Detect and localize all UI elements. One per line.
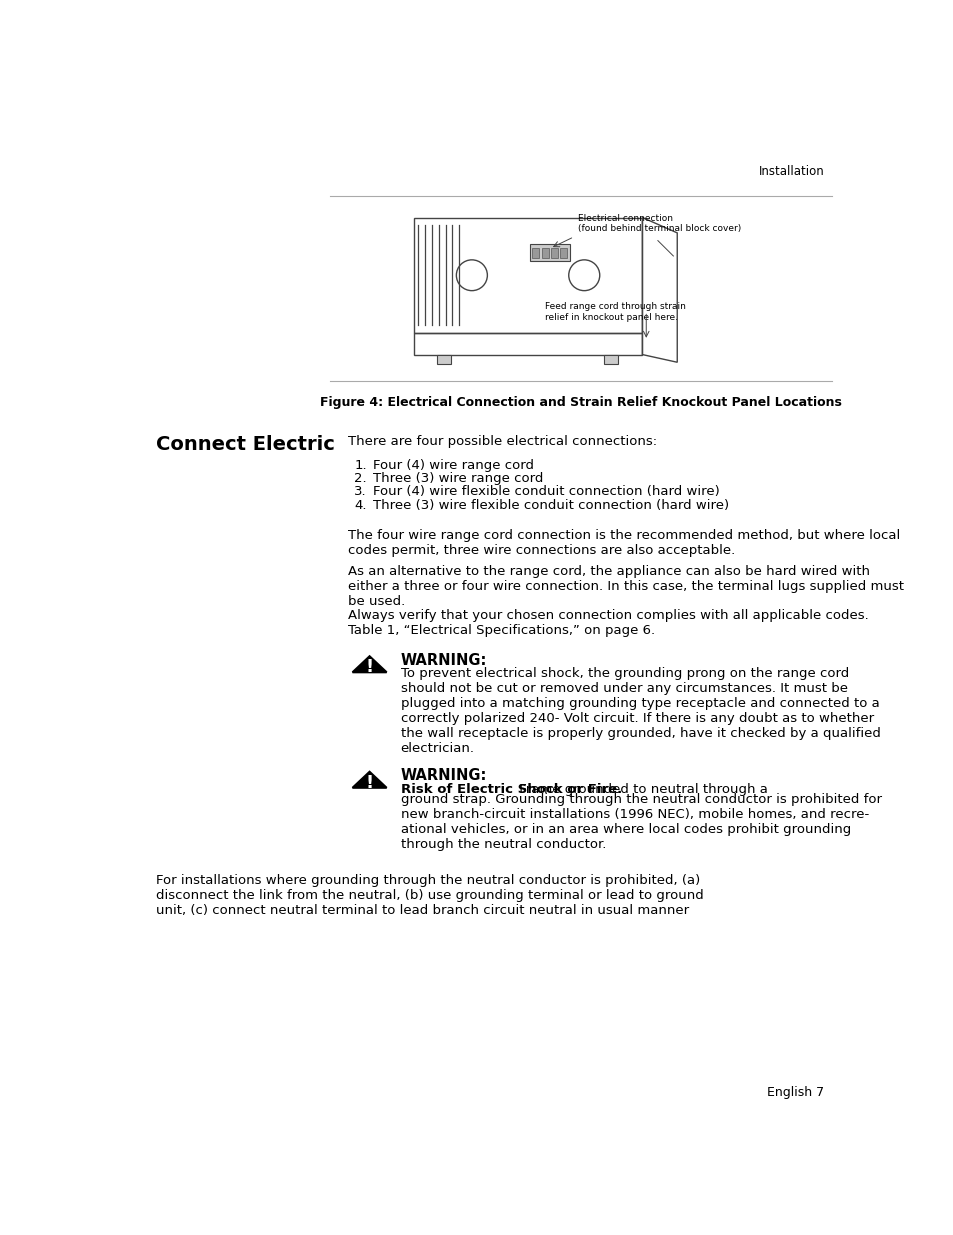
Text: Three (3) wire flexible conduit connection (hard wire): Three (3) wire flexible conduit connecti… (373, 499, 728, 511)
Polygon shape (353, 772, 386, 788)
Text: Risk of Electric Shock or Fire.: Risk of Electric Shock or Fire. (400, 783, 621, 795)
Text: Three (3) wire range cord: Three (3) wire range cord (373, 472, 542, 485)
Text: The four wire range cord connection is the recommended method, but where local
c: The four wire range cord connection is t… (348, 529, 900, 557)
Bar (414, 333, 641, 354)
Bar (603, 354, 617, 364)
Text: Four (4) wire flexible conduit connection (hard wire): Four (4) wire flexible conduit connectio… (373, 485, 719, 499)
Text: WARNING:: WARNING: (400, 652, 486, 668)
Bar (436, 354, 451, 364)
Text: There are four possible electrical connections:: There are four possible electrical conne… (348, 435, 657, 447)
Text: To prevent electrical shock, the grounding prong on the range cord
should not be: To prevent electrical shock, the groundi… (400, 667, 880, 755)
Bar (550, 247, 558, 258)
Bar (559, 247, 567, 258)
Text: Frame grounded to neutral through a: Frame grounded to neutral through a (515, 783, 767, 795)
Text: English 7: English 7 (766, 1086, 823, 1099)
Text: Always verify that your chosen connection complies with all applicable codes.
Ta: Always verify that your chosen connectio… (348, 609, 868, 637)
Text: Feed range cord through strain
relief in knockout panel here.: Feed range cord through strain relief in… (545, 303, 685, 321)
Text: WARNING:: WARNING: (400, 768, 486, 783)
Text: For installations where grounding through the neutral conductor is prohibited, (: For installations where grounding throug… (155, 874, 702, 918)
Bar (541, 247, 548, 258)
Text: Four (4) wire range cord: Four (4) wire range cord (373, 459, 533, 472)
Text: !: ! (365, 658, 374, 676)
Text: Connect Electric: Connect Electric (155, 435, 335, 453)
Text: 1.: 1. (354, 459, 366, 472)
Text: Electrical connection
(found behind terminal block cover): Electrical connection (found behind term… (578, 214, 740, 233)
Text: ground strap. Grounding through the neutral conductor is prohibited for
new bran: ground strap. Grounding through the neut… (400, 793, 881, 851)
Text: Figure 4: Electrical Connection and Strain Relief Knockout Panel Locations: Figure 4: Electrical Connection and Stra… (320, 396, 841, 409)
Text: 3.: 3. (354, 485, 366, 499)
Text: !: ! (365, 773, 374, 792)
Text: Installation: Installation (758, 165, 823, 178)
Bar (532, 247, 538, 258)
Text: As an alternative to the range cord, the appliance can also be hard wired with
e: As an alternative to the range cord, the… (348, 564, 902, 608)
Text: 4.: 4. (354, 499, 366, 511)
Polygon shape (353, 656, 386, 672)
Bar (530, 245, 570, 262)
Text: 2.: 2. (354, 472, 366, 485)
